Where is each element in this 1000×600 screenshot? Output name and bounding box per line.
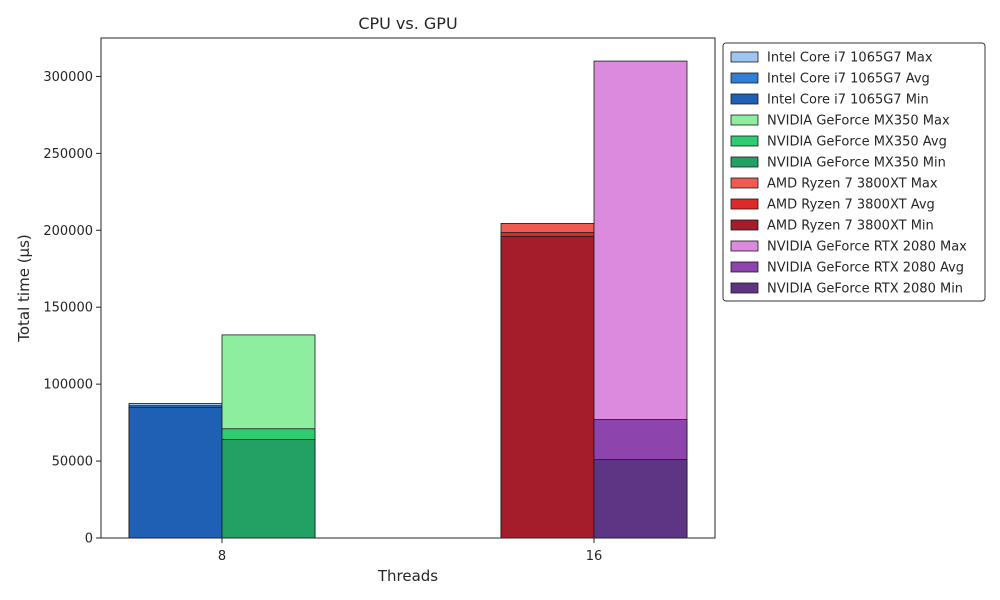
- y-tick-label: 150000: [43, 301, 93, 316]
- legend-label: NVIDIA GeForce RTX 2080 Avg: [767, 261, 964, 276]
- plot-frame: [100, 37, 716, 539]
- legend-swatch: [730, 135, 759, 147]
- legend-swatch: [730, 114, 759, 126]
- legend-label: NVIDIA GeForce RTX 2080 Max: [767, 240, 967, 255]
- legend-label: Intel Core i7 1065G7 Max: [767, 51, 933, 66]
- legend-swatch: [730, 240, 759, 252]
- legend: Intel Core i7 1065G7 Max Intel Core i7 10…: [722, 42, 986, 302]
- y-tick-label: 0: [85, 532, 93, 547]
- bars-layer: [128, 60, 688, 539]
- legend-swatch: [730, 261, 759, 273]
- bar-nvidia-geforce-mx350-min: [221, 439, 316, 539]
- bar-amd-ryzen-7-3800xt-min: [500, 236, 595, 539]
- legend-label: Intel Core i7 1065G7 Min: [767, 93, 929, 108]
- legend-label: AMD Ryzen 7 3800XT Max: [767, 177, 938, 192]
- y-axis-title: Total time (µs): [15, 234, 33, 343]
- legend-swatch: [730, 177, 759, 189]
- legend-swatch: [730, 72, 759, 84]
- legend-swatch: [730, 219, 759, 231]
- x-axis-title: Threads: [377, 567, 438, 585]
- x-tick-label: 16: [586, 549, 603, 564]
- x-tick-label: 8: [218, 549, 226, 564]
- legend-swatch: [730, 51, 759, 63]
- legend-swatch: [730, 156, 759, 168]
- y-tick-label: 50000: [52, 455, 93, 470]
- y-tick-label: 200000: [43, 224, 93, 239]
- bar-nvidia-geforce-rtx-2080-min: [593, 459, 688, 539]
- legend-label: NVIDIA GeForce MX350 Avg: [767, 135, 947, 150]
- y-tick-label: 100000: [43, 378, 93, 393]
- legend-box: [722, 42, 986, 302]
- bar-intel-core-i7-1065g7-min: [128, 406, 223, 539]
- legend-swatch: [730, 198, 759, 210]
- legend-label: NVIDIA GeForce RTX 2080 Min: [767, 282, 963, 297]
- legend-label: NVIDIA GeForce MX350 Max: [767, 114, 950, 129]
- y-axis: 0 50000 100000 150000 200000 250000 300000: [43, 70, 101, 547]
- legend-label: Intel Core i7 1065G7 Avg: [767, 72, 930, 87]
- legend-swatch: [730, 282, 759, 294]
- legend-label: AMD Ryzen 7 3800XT Avg: [767, 198, 935, 213]
- x-axis: 8 16: [218, 538, 602, 564]
- y-tick-label: 250000: [43, 147, 93, 162]
- legend-label: AMD Ryzen 7 3800XT Min: [767, 219, 934, 234]
- legend-swatch: [730, 93, 759, 105]
- chart-title: CPU vs. GPU: [358, 14, 457, 33]
- y-tick-label: 300000: [43, 70, 93, 85]
- legend-label: NVIDIA GeForce MX350 Min: [767, 156, 946, 171]
